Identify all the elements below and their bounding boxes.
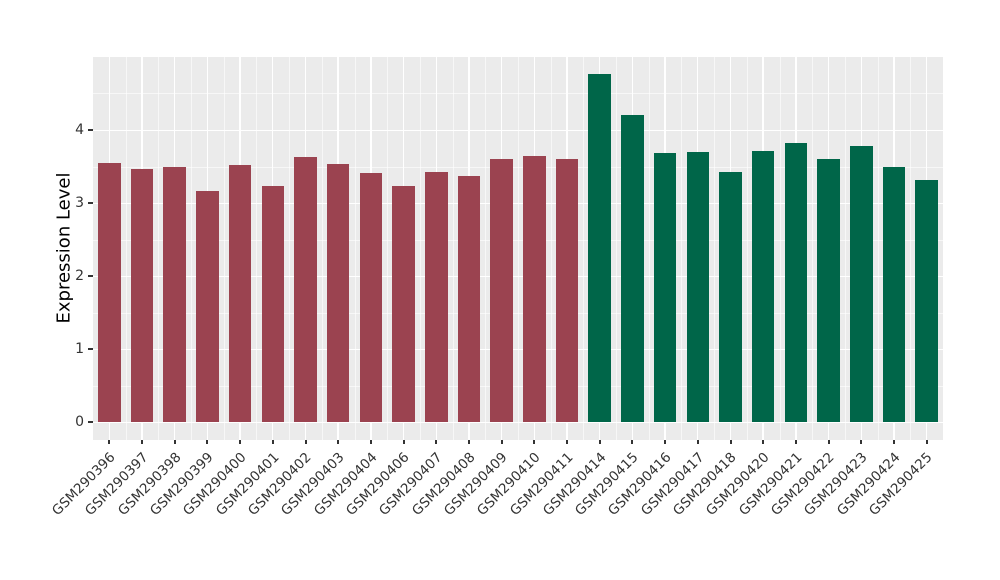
gridline-minor-x-11 [452,57,454,440]
x-tick-mark-GSM290425 [925,440,928,444]
gridline-minor-x-23 [844,57,846,440]
gridline-minor-x-15 [583,57,585,440]
y-tick-label-0: 0 [75,414,84,431]
x-tick-mark-GSM290411 [566,440,569,444]
bar-GSM290417 [686,151,710,423]
x-tick-mark-GSM290408 [467,440,470,444]
x-tick-mark-GSM290414 [598,440,601,444]
x-tick-mark-GSM290416 [664,440,667,444]
plot-panel [93,57,943,440]
x-tick-mark-GSM290421 [794,440,797,444]
bar-GSM290410 [523,156,546,423]
bar-GSM290411 [555,159,579,423]
bar-GSM290425 [915,179,938,423]
gridline-minor-x-8 [354,57,356,440]
gridline-minor-x-21 [779,57,781,440]
gridline-minor-x-13 [518,57,519,440]
x-tick-mark-GSM290398 [173,440,176,444]
bar-GSM290415 [621,115,644,423]
gridline-minor-x-7 [321,57,323,440]
bar-GSM290409 [490,158,513,423]
gridline-minor-x-22 [812,57,814,440]
x-tick-mark-GSM290402 [304,440,307,444]
bar-GSM290408 [457,176,481,423]
gridline-minor-x-18 [681,57,683,440]
bar-GSM290401 [261,186,285,423]
x-tick-mark-GSM290403 [337,440,340,444]
x-tick-mark-GSM290417 [696,440,699,444]
gridline-minor-x-20 [746,57,748,440]
gridline-minor-x-14 [550,57,552,440]
x-tick-mark-GSM290424 [892,440,895,444]
gridline-minor-x-5 [256,57,258,440]
y-tick-label-3: 3 [75,195,84,212]
y-tick-mark-1 [88,348,93,351]
x-tick-mark-GSM290401 [271,440,274,444]
gridline-minor-x-17 [648,57,650,440]
gridline-minor-x-1 [125,57,127,440]
bar-GSM290398 [163,166,186,423]
gridline-minor-x-2 [158,57,160,440]
bar-GSM290406 [392,185,415,423]
x-tick-mark-GSM290418 [729,440,732,444]
gridline-minor-x-10 [419,57,421,440]
y-tick-label-1: 1 [75,341,84,358]
y-tick-mark-3 [88,202,93,205]
gridline-minor-x-24 [877,57,879,440]
gridline-minor-x-6 [289,57,291,440]
x-tick-mark-GSM290420 [762,440,765,444]
x-tick-mark-GSM290399 [206,440,209,444]
y-tick-mark-0 [88,421,93,424]
x-tick-mark-GSM290406 [402,440,405,444]
bar-GSM290404 [359,173,383,423]
bar-GSM290420 [751,151,775,423]
bar-GSM290400 [228,165,252,423]
gridline-minor-x-9 [387,57,389,440]
bar-GSM290407 [425,172,448,423]
bar-GSM290399 [196,190,219,423]
bar-GSM290414 [588,73,611,423]
gridline-minor-x-12 [485,57,487,440]
x-tick-mark-GSM290410 [533,440,536,444]
x-tick-mark-GSM290423 [860,440,863,444]
gridline-minor-x-3 [191,57,193,440]
bar-GSM290423 [850,146,873,423]
x-tick-mark-GSM290396 [108,440,111,444]
bar-GSM290402 [294,157,317,423]
gridline-minor-x-25 [910,57,912,440]
x-tick-mark-GSM290397 [141,440,144,444]
y-tick-label-4: 4 [75,122,84,138]
x-tick-mark-GSM290407 [435,440,438,444]
bar-GSM290397 [130,169,154,423]
y-tick-mark-2 [88,275,93,278]
bar-GSM290396 [98,162,121,423]
x-tick-mark-GSM290400 [239,440,242,444]
x-tick-mark-GSM290415 [631,440,634,444]
gridline-minor-x-16 [616,57,618,440]
gridline-minor-x-19 [714,57,716,440]
bar-GSM290424 [882,166,906,423]
bar-GSM290421 [784,143,808,423]
y-tick-label-2: 2 [75,268,84,285]
y-tick-mark-4 [88,129,93,131]
gridline-minor-x-4 [223,57,225,440]
x-tick-mark-GSM290404 [369,440,372,444]
bar-GSM290403 [326,163,350,423]
bar-GSM290422 [817,158,840,423]
x-tick-mark-GSM290409 [500,440,503,444]
x-tick-mark-GSM290422 [827,440,830,444]
bar-GSM290418 [719,172,742,423]
bar-GSM290416 [653,152,677,423]
